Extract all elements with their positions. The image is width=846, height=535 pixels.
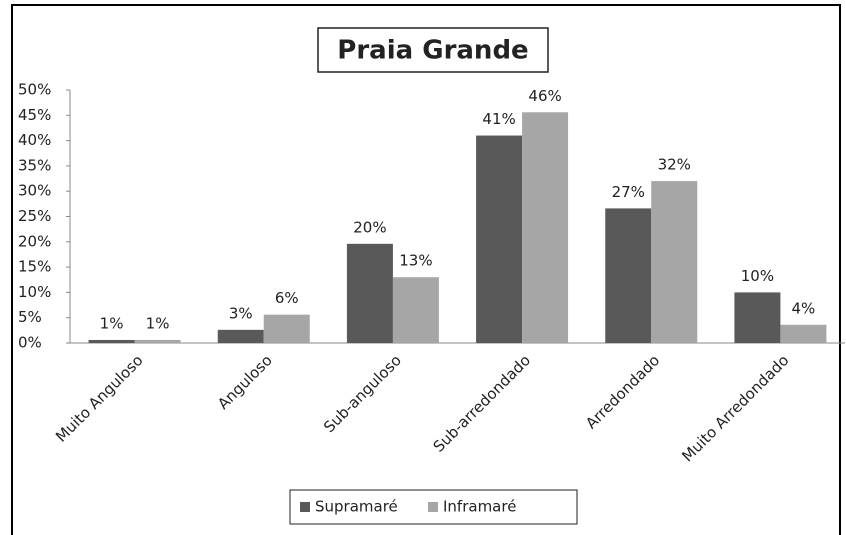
- x-tick-label: Sub-arredondado: [430, 351, 534, 455]
- legend-swatch: [300, 502, 310, 512]
- value-label: 4%: [792, 299, 816, 317]
- bar: [217, 329, 264, 343]
- y-tick-label: 45%: [18, 106, 51, 124]
- bar: [392, 277, 439, 343]
- value-label: 32%: [658, 156, 691, 174]
- value-label: 3%: [229, 304, 253, 322]
- y-tick-label: 10%: [18, 283, 51, 301]
- value-label: 13%: [399, 252, 432, 270]
- value-label: 46%: [528, 87, 561, 105]
- bar: [651, 181, 698, 343]
- x-tick-label: Arredondado: [582, 351, 663, 432]
- bar: [734, 292, 781, 343]
- bar: [134, 339, 181, 343]
- value-label: 20%: [353, 218, 386, 236]
- bar: [476, 135, 523, 343]
- y-tick-label: 40%: [18, 131, 51, 149]
- title-box: [317, 27, 549, 73]
- value-label: 10%: [741, 267, 774, 285]
- x-tick-label: Anguloso: [214, 351, 276, 413]
- y-tick-label: 30%: [18, 182, 51, 200]
- x-tick-label: Muito Anguloso: [52, 351, 146, 445]
- y-tick-label: 35%: [18, 156, 51, 174]
- bar: [780, 324, 827, 343]
- y-tick-label: 50%: [18, 81, 51, 99]
- legend-label: Inframaré: [443, 498, 516, 516]
- y-tick-label: 25%: [18, 207, 51, 225]
- value-label: 27%: [612, 183, 645, 201]
- y-tick-label: 0%: [18, 334, 42, 352]
- x-tick-label: Muito Arredondado: [678, 351, 792, 465]
- bar: [263, 314, 310, 343]
- value-label: 1%: [100, 314, 124, 332]
- value-label: 41%: [482, 110, 515, 128]
- y-tick-label: 5%: [18, 308, 42, 326]
- chart-title: Praia Grande: [337, 36, 528, 66]
- bar: [605, 208, 652, 343]
- y-tick-label: 15%: [18, 258, 51, 276]
- x-tick-label: Sub-anguloso: [320, 351, 405, 436]
- y-tick-label: 20%: [18, 232, 51, 250]
- bar: [522, 112, 569, 343]
- value-label: 6%: [275, 289, 299, 307]
- bar: [88, 339, 135, 343]
- legend-swatch: [428, 502, 438, 512]
- bar: [346, 243, 393, 343]
- frame: [11, 4, 841, 535]
- value-label: 1%: [146, 314, 170, 332]
- legend-label: Supramaré: [315, 498, 398, 516]
